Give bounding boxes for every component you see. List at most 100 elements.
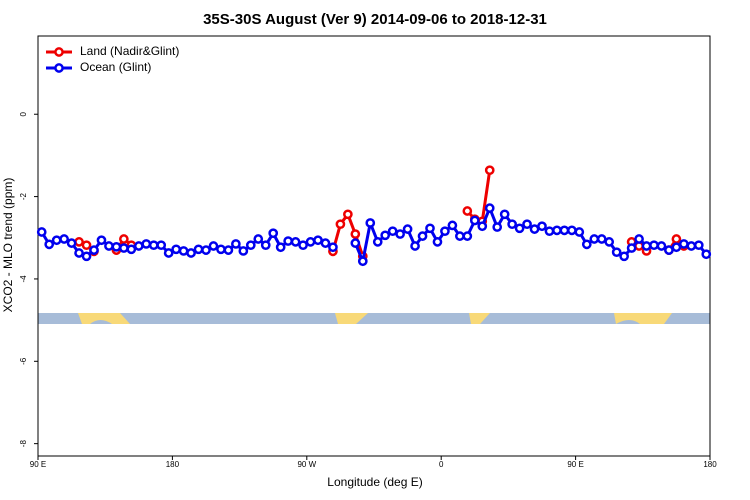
series (36, 203, 712, 267)
x-tick-label: 180 (703, 460, 717, 469)
data-point (111, 241, 122, 252)
data-point (231, 239, 241, 249)
data-point (156, 240, 167, 251)
data-point (484, 203, 495, 213)
data-point (216, 244, 226, 255)
legend-label: Ocean (Glint) (80, 60, 151, 74)
data-point (417, 231, 428, 241)
data-point (119, 243, 129, 253)
data-point (238, 246, 249, 256)
data-point (387, 226, 398, 237)
data-point (350, 238, 361, 248)
data-point (283, 236, 293, 246)
data-point (119, 234, 129, 244)
ocean-band (38, 313, 710, 324)
land-shape (78, 313, 130, 324)
data-point (357, 256, 368, 267)
data-point (148, 240, 159, 251)
data-point (664, 245, 674, 255)
data-point (544, 226, 555, 237)
data-point (402, 224, 413, 234)
data-point (126, 244, 137, 255)
data-point (133, 241, 144, 251)
x-tick-label: 180 (166, 460, 180, 469)
y-tick-label: -4 (19, 275, 28, 283)
data-point (74, 248, 84, 258)
data-point (514, 223, 525, 234)
data-point (604, 237, 615, 247)
legend-label: Land (Nadir&Glint) (80, 44, 179, 58)
data-point (380, 230, 391, 241)
data-point (96, 235, 107, 246)
x-tick-label: 90 E (30, 460, 46, 469)
legend-marker (54, 47, 64, 57)
data-point (223, 245, 234, 255)
data-point (589, 234, 600, 244)
data-point (66, 238, 77, 248)
data-point (611, 247, 622, 258)
data-point (686, 241, 697, 251)
x-tick-label: 90 W (297, 460, 316, 469)
data-point (141, 239, 152, 249)
data-point (104, 241, 114, 251)
data-point (634, 234, 644, 244)
data-point (343, 209, 353, 220)
data-point (432, 237, 443, 247)
plot-frame (37, 35, 711, 457)
data-point (619, 251, 629, 262)
data-point (596, 234, 607, 244)
data-point (552, 225, 562, 236)
data-point (178, 246, 189, 256)
data-point (656, 241, 667, 251)
data-point (440, 226, 450, 237)
data-point (186, 248, 196, 258)
data-point (574, 227, 585, 237)
data-point (290, 237, 301, 247)
data-point (537, 221, 547, 232)
data-point (298, 240, 308, 251)
land-shape (614, 313, 672, 324)
data-point (679, 239, 689, 249)
land-strip (38, 313, 710, 324)
data-point (350, 229, 361, 239)
data-point (253, 234, 264, 244)
land-shape (335, 313, 368, 324)
data-point (581, 239, 592, 250)
data-point (477, 221, 488, 232)
data-point (559, 225, 570, 236)
data-point (447, 220, 458, 231)
data-point (163, 248, 174, 258)
data-point (36, 227, 47, 237)
data-point (395, 229, 405, 239)
data-point (469, 215, 480, 226)
data-point (313, 235, 323, 246)
data-point (693, 240, 704, 251)
chart-title: 35S-30S August (Ver 9) 2014-09-06 to 201… (203, 11, 547, 28)
x-tick-label: 90 E (567, 460, 583, 469)
y-tick-label: -2 (19, 192, 28, 200)
data-point (462, 206, 473, 216)
land-shape (469, 313, 490, 324)
data-point (171, 244, 181, 255)
data-point (671, 234, 682, 244)
data-point (425, 223, 435, 234)
data-point (649, 240, 659, 251)
y-tick-label: -8 (19, 440, 28, 448)
data-point (641, 241, 652, 251)
data-point (59, 234, 69, 244)
data-point (335, 219, 346, 230)
data-point (51, 235, 62, 246)
data-point (328, 242, 338, 253)
data-point (522, 219, 532, 230)
data-point (626, 243, 637, 253)
data-point (193, 244, 204, 255)
data-point (462, 231, 473, 241)
data-point (455, 231, 465, 241)
data-point (81, 240, 92, 251)
data-point (365, 218, 376, 228)
data-point (201, 245, 211, 255)
data-point (260, 240, 271, 251)
data-point (44, 239, 55, 250)
y-axis-label: XCO2 - MLO trend (ppm) (1, 178, 15, 313)
